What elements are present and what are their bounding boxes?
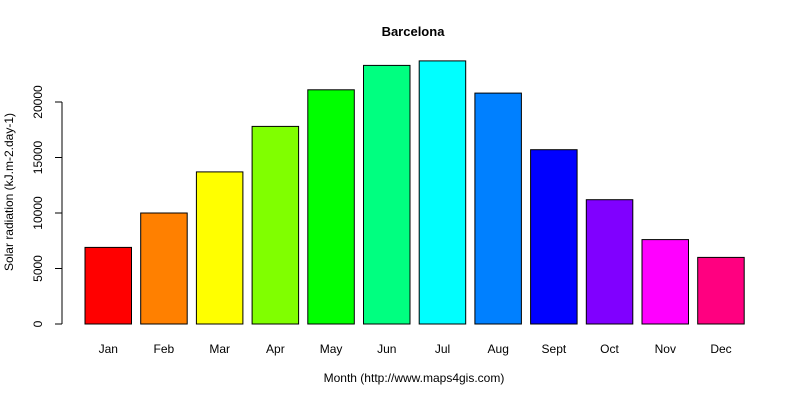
y-tick-label: 5000 xyxy=(31,255,45,282)
x-tick-label: Apr xyxy=(266,342,285,356)
chart-title: Barcelona xyxy=(382,24,446,39)
bar-nov xyxy=(641,239,689,325)
bar-aug xyxy=(474,92,522,325)
x-tick-label: Sept xyxy=(542,342,567,356)
x-tick-label: Nov xyxy=(655,342,676,356)
bar-jun xyxy=(363,64,411,325)
x-tick-label: Oct xyxy=(600,342,619,356)
x-tick-label: Aug xyxy=(488,342,509,356)
bar-dec xyxy=(697,256,745,325)
y-tick-label: 0 xyxy=(31,320,45,327)
x-tick-label: Jul xyxy=(435,342,450,356)
x-tick-label: Jun xyxy=(377,342,396,356)
bar-feb xyxy=(140,212,188,325)
x-axis-label: Month (http://www.maps4gis.com) xyxy=(324,371,505,385)
x-tick-labels: Jan Feb Mar Apr May Jun Jul Aug Sept Oct Nov Dec xyxy=(99,342,732,356)
y-axis-label: Solar radiation (kJ.m-2.day-1) xyxy=(2,113,16,271)
x-tick-label: May xyxy=(320,342,343,356)
bar-jul xyxy=(418,60,467,325)
x-tick-label: Mar xyxy=(209,342,230,356)
y-tick-label: 15000 xyxy=(31,140,45,174)
y-tick-label: 20000 xyxy=(31,85,45,119)
x-tick-label: Jan xyxy=(99,342,118,356)
bar-mar xyxy=(195,171,244,325)
bar-may xyxy=(307,89,355,325)
bar-apr xyxy=(251,125,300,325)
bars-group xyxy=(84,60,745,325)
x-tick-label: Feb xyxy=(154,342,175,356)
x-tick-label: Dec xyxy=(710,342,731,356)
y-axis: 0 5000 10000 15000 20000 xyxy=(31,85,63,327)
bar-oct xyxy=(585,199,634,325)
bar-jan xyxy=(84,246,132,325)
y-tick-label: 10000 xyxy=(31,196,45,230)
bar-sept xyxy=(530,149,578,325)
